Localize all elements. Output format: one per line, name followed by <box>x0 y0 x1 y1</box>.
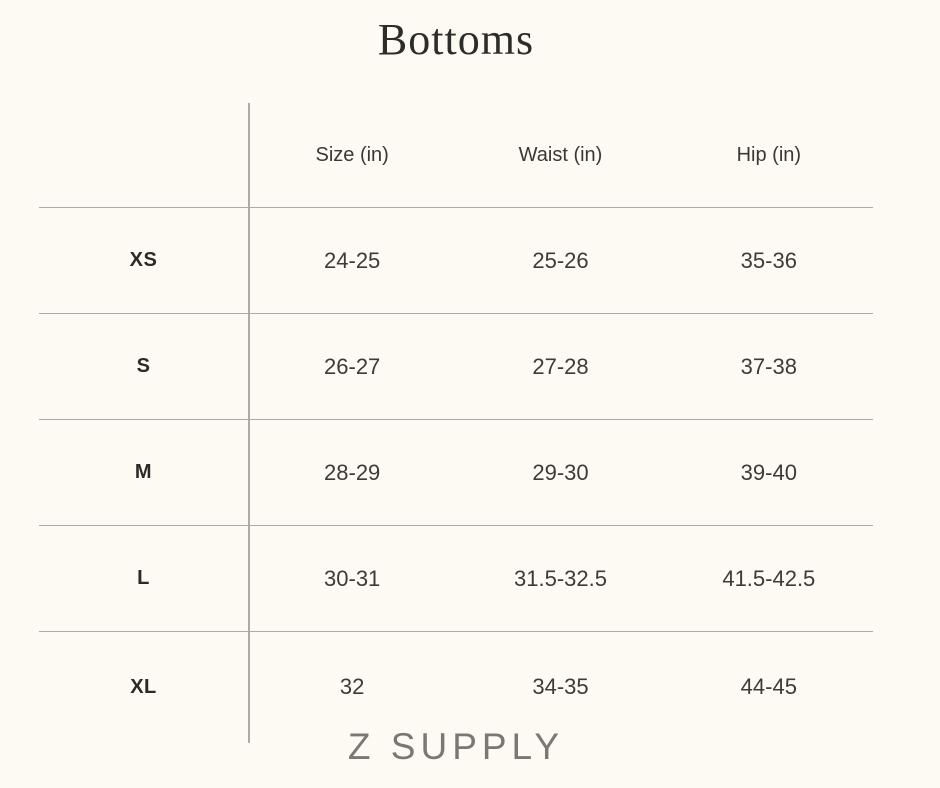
table-row-s: S 26-27 27-28 37-38 <box>39 314 873 420</box>
waist-value: 29-30 <box>532 459 589 485</box>
table-row-l: L 30-31 31.5-32.5 41.5-42.5 <box>39 526 873 632</box>
row-label: XS <box>129 249 158 271</box>
column-header-waist: Waist (in) <box>518 143 603 166</box>
table-row-xs: XS 24-25 25-26 35-36 <box>39 208 873 314</box>
table-vertical-divider <box>248 103 250 743</box>
size-value: 24-25 <box>324 247 381 273</box>
waist-value: 31.5-32.5 <box>514 565 607 591</box>
table-header-row: Size (in) Waist (in) Hip (in) <box>39 103 873 208</box>
waist-value: 25-26 <box>532 247 589 273</box>
row-label: M <box>134 461 153 483</box>
row-label: L <box>137 567 150 589</box>
size-value: 28-29 <box>324 459 381 485</box>
table-row-xl: XL 32 34-35 44-45 <box>39 632 873 742</box>
waist-value: 27-28 <box>532 353 589 379</box>
column-header-size: Size (in) <box>315 143 389 166</box>
row-label: XL <box>130 675 157 698</box>
hip-value: 37-38 <box>740 353 797 379</box>
title-container: Bottoms <box>39 14 873 65</box>
brand-container: Z SUPPLY <box>39 726 873 768</box>
size-value: 30-31 <box>324 565 381 591</box>
hip-value: 39-40 <box>740 459 797 485</box>
size-chart-table: Size (in) Waist (in) Hip (in) XS 24-25 2… <box>39 103 873 743</box>
table-row-m: M 28-29 29-30 39-40 <box>39 420 873 526</box>
hip-value: 41.5-42.5 <box>722 565 816 591</box>
column-header-hip: Hip (in) <box>736 143 802 166</box>
size-value: 26-27 <box>324 353 381 379</box>
size-value: 32 <box>339 674 365 699</box>
header-empty-cell <box>39 103 248 207</box>
brand-logo: Z SUPPLY <box>347 726 565 767</box>
row-label: S <box>136 355 151 377</box>
hip-value: 35-36 <box>740 247 797 273</box>
waist-value: 34-35 <box>532 674 589 699</box>
hip-value: 44-45 <box>740 674 797 699</box>
page-title: Bottoms <box>377 15 535 64</box>
